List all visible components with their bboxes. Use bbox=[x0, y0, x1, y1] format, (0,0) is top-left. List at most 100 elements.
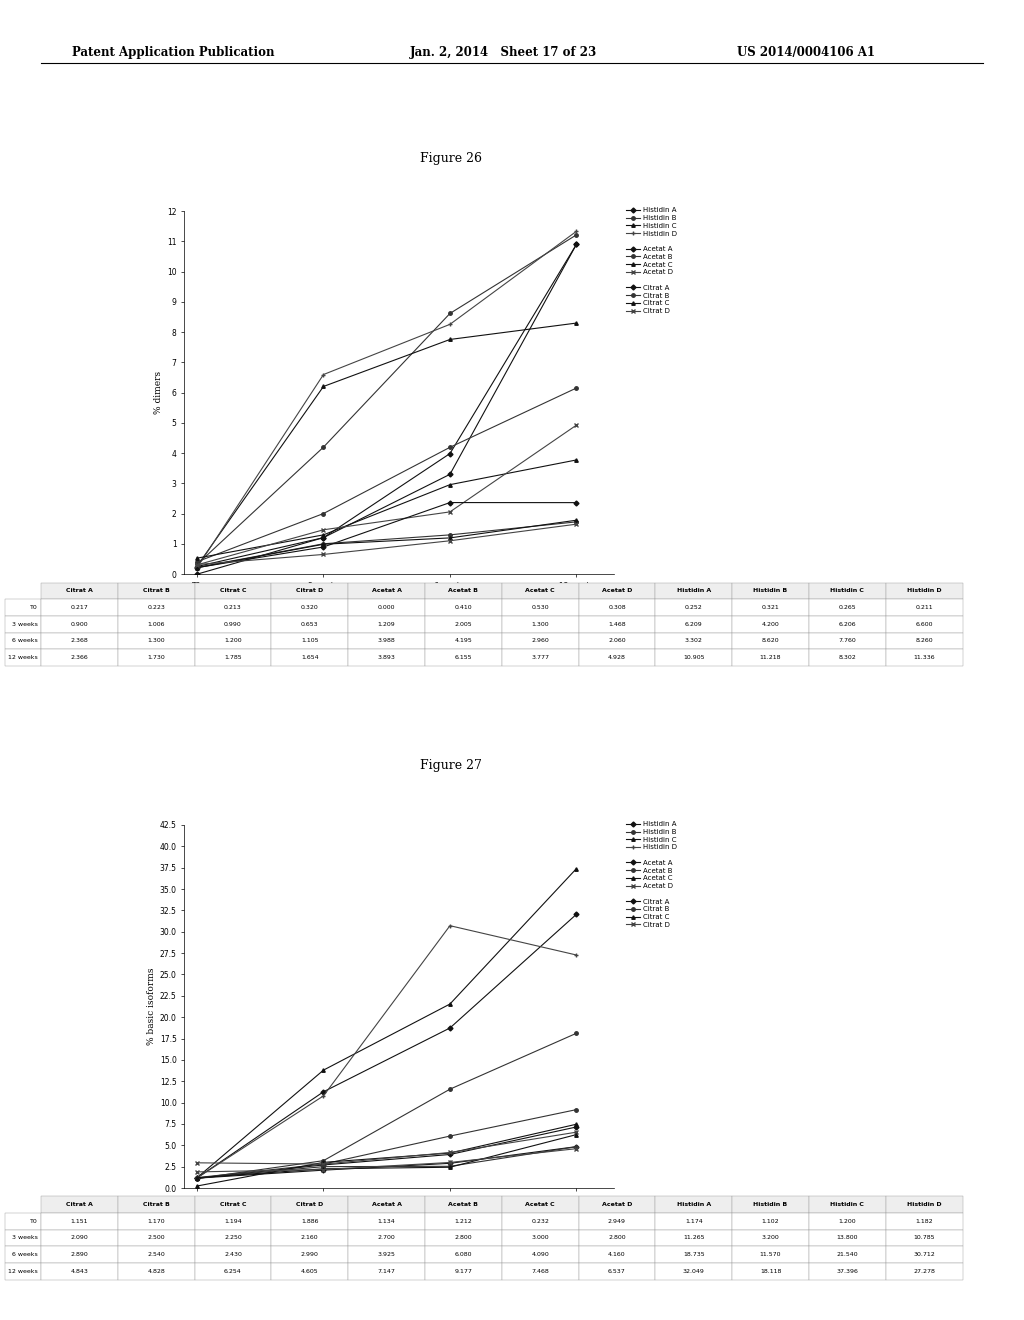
Line: Acetat D: Acetat D bbox=[196, 1130, 579, 1166]
Citrat B bbox=[443, 1159, 456, 1175]
Line: Acetat C: Acetat C bbox=[196, 458, 579, 560]
Acetat B bbox=[317, 506, 330, 521]
Line: Citrat C: Citrat C bbox=[196, 519, 579, 569]
Citrat A bbox=[317, 1162, 330, 1177]
Acetat A bbox=[443, 446, 456, 462]
Acetat B bbox=[317, 1156, 330, 1172]
Line: Citrat C: Citrat C bbox=[196, 1133, 579, 1180]
Citrat B bbox=[443, 527, 456, 543]
X-axis label: duration: duration bbox=[380, 594, 419, 603]
Citrat B bbox=[317, 1159, 330, 1175]
Line: Acetat C: Acetat C bbox=[196, 1122, 579, 1188]
Acetat C bbox=[190, 550, 203, 566]
Histidin A bbox=[570, 236, 583, 252]
Histidin C bbox=[317, 379, 330, 395]
Acetat B bbox=[190, 1170, 203, 1185]
Histidin D bbox=[190, 560, 203, 576]
Text: US 2014/0004106 A1: US 2014/0004106 A1 bbox=[737, 46, 876, 59]
Citrat B bbox=[317, 536, 330, 552]
Histidin B bbox=[190, 1171, 203, 1187]
Text: Jan. 2, 2014   Sheet 17 of 23: Jan. 2, 2014 Sheet 17 of 23 bbox=[410, 46, 597, 59]
Histidin C bbox=[190, 558, 203, 574]
Citrat C bbox=[317, 536, 330, 552]
Citrat C bbox=[570, 512, 583, 528]
Acetat B bbox=[570, 1102, 583, 1118]
Histidin A bbox=[190, 558, 203, 574]
Acetat A bbox=[443, 1147, 456, 1163]
Line: Histidin D: Histidin D bbox=[195, 924, 579, 1180]
Line: Citrat B: Citrat B bbox=[196, 520, 579, 569]
Histidin C bbox=[443, 997, 456, 1012]
Citrat C bbox=[443, 1159, 456, 1175]
Acetat C bbox=[317, 527, 330, 543]
Histidin D bbox=[443, 317, 456, 333]
Citrat A bbox=[317, 539, 330, 554]
X-axis label: duration: duration bbox=[380, 1208, 419, 1217]
Text: Figure 26: Figure 26 bbox=[420, 152, 481, 165]
Acetat D bbox=[570, 1125, 583, 1140]
Acetat D bbox=[190, 1155, 203, 1171]
Histidin B bbox=[443, 305, 456, 321]
Histidin D bbox=[317, 1088, 330, 1104]
Acetat A bbox=[317, 529, 330, 545]
Histidin C bbox=[317, 1063, 330, 1078]
Histidin A bbox=[317, 1084, 330, 1100]
Citrat A bbox=[190, 560, 203, 576]
Line: Acetat A: Acetat A bbox=[196, 243, 579, 576]
Histidin D bbox=[317, 367, 330, 383]
Citrat B bbox=[190, 1170, 203, 1185]
Acetat D bbox=[317, 1156, 330, 1172]
Citrat B bbox=[570, 1139, 583, 1155]
Citrat D bbox=[190, 1164, 203, 1180]
Line: Histidin B: Histidin B bbox=[196, 234, 579, 566]
Citrat C bbox=[190, 560, 203, 576]
Acetat A bbox=[317, 1158, 330, 1173]
Line: Histidin C: Histidin C bbox=[196, 867, 579, 1180]
Histidin A bbox=[317, 529, 330, 545]
Citrat C bbox=[443, 531, 456, 546]
Text: Figure 27: Figure 27 bbox=[420, 759, 481, 772]
Histidin B bbox=[570, 1026, 583, 1041]
Citrat D bbox=[570, 516, 583, 532]
Histidin C bbox=[443, 331, 456, 347]
Line: Citrat B: Citrat B bbox=[196, 1144, 579, 1180]
Line: Acetat D: Acetat D bbox=[196, 424, 579, 566]
Citrat D bbox=[443, 1155, 456, 1171]
Citrat D bbox=[570, 1140, 583, 1156]
Legend: Histidin A, Histidin B, Histidin C, Histidin D,  , Acetat A, Acetat B, Acetat C,: Histidin A, Histidin B, Histidin C, Hist… bbox=[627, 821, 677, 928]
Histidin D bbox=[443, 917, 456, 933]
Line: Citrat A: Citrat A bbox=[196, 1144, 579, 1180]
Line: Histidin B: Histidin B bbox=[196, 1031, 579, 1180]
Acetat D bbox=[443, 504, 456, 520]
Histidin A bbox=[443, 1020, 456, 1036]
Acetat B bbox=[443, 1129, 456, 1144]
Acetat C bbox=[443, 477, 456, 492]
Histidin B bbox=[190, 557, 203, 573]
Acetat B bbox=[190, 554, 203, 570]
Acetat B bbox=[570, 380, 583, 396]
Line: Citrat D: Citrat D bbox=[196, 523, 579, 566]
Line: Histidin D: Histidin D bbox=[195, 230, 579, 570]
Histidin D bbox=[570, 223, 583, 239]
Acetat A bbox=[570, 236, 583, 252]
Citrat A bbox=[570, 495, 583, 511]
Acetat D bbox=[443, 1144, 456, 1160]
Line: Histidin A: Histidin A bbox=[196, 912, 579, 1180]
Line: Citrat A: Citrat A bbox=[196, 500, 579, 569]
Citrat A bbox=[570, 1139, 583, 1155]
Histidin A bbox=[570, 907, 583, 923]
Text: Patent Application Publication: Patent Application Publication bbox=[72, 46, 274, 59]
Line: Acetat A: Acetat A bbox=[196, 1125, 579, 1180]
Line: Citrat D: Citrat D bbox=[196, 1147, 579, 1173]
Histidin B bbox=[317, 440, 330, 455]
Acetat D bbox=[190, 557, 203, 573]
Y-axis label: % basic isoforms: % basic isoforms bbox=[146, 968, 156, 1045]
Citrat C bbox=[317, 1160, 330, 1176]
Citrat C bbox=[190, 1170, 203, 1185]
Histidin B bbox=[317, 1152, 330, 1168]
Histidin C bbox=[570, 315, 583, 331]
Line: Acetat B: Acetat B bbox=[196, 1107, 579, 1179]
Citrat A bbox=[443, 1155, 456, 1171]
Acetat D bbox=[317, 521, 330, 537]
Citrat D bbox=[443, 533, 456, 549]
